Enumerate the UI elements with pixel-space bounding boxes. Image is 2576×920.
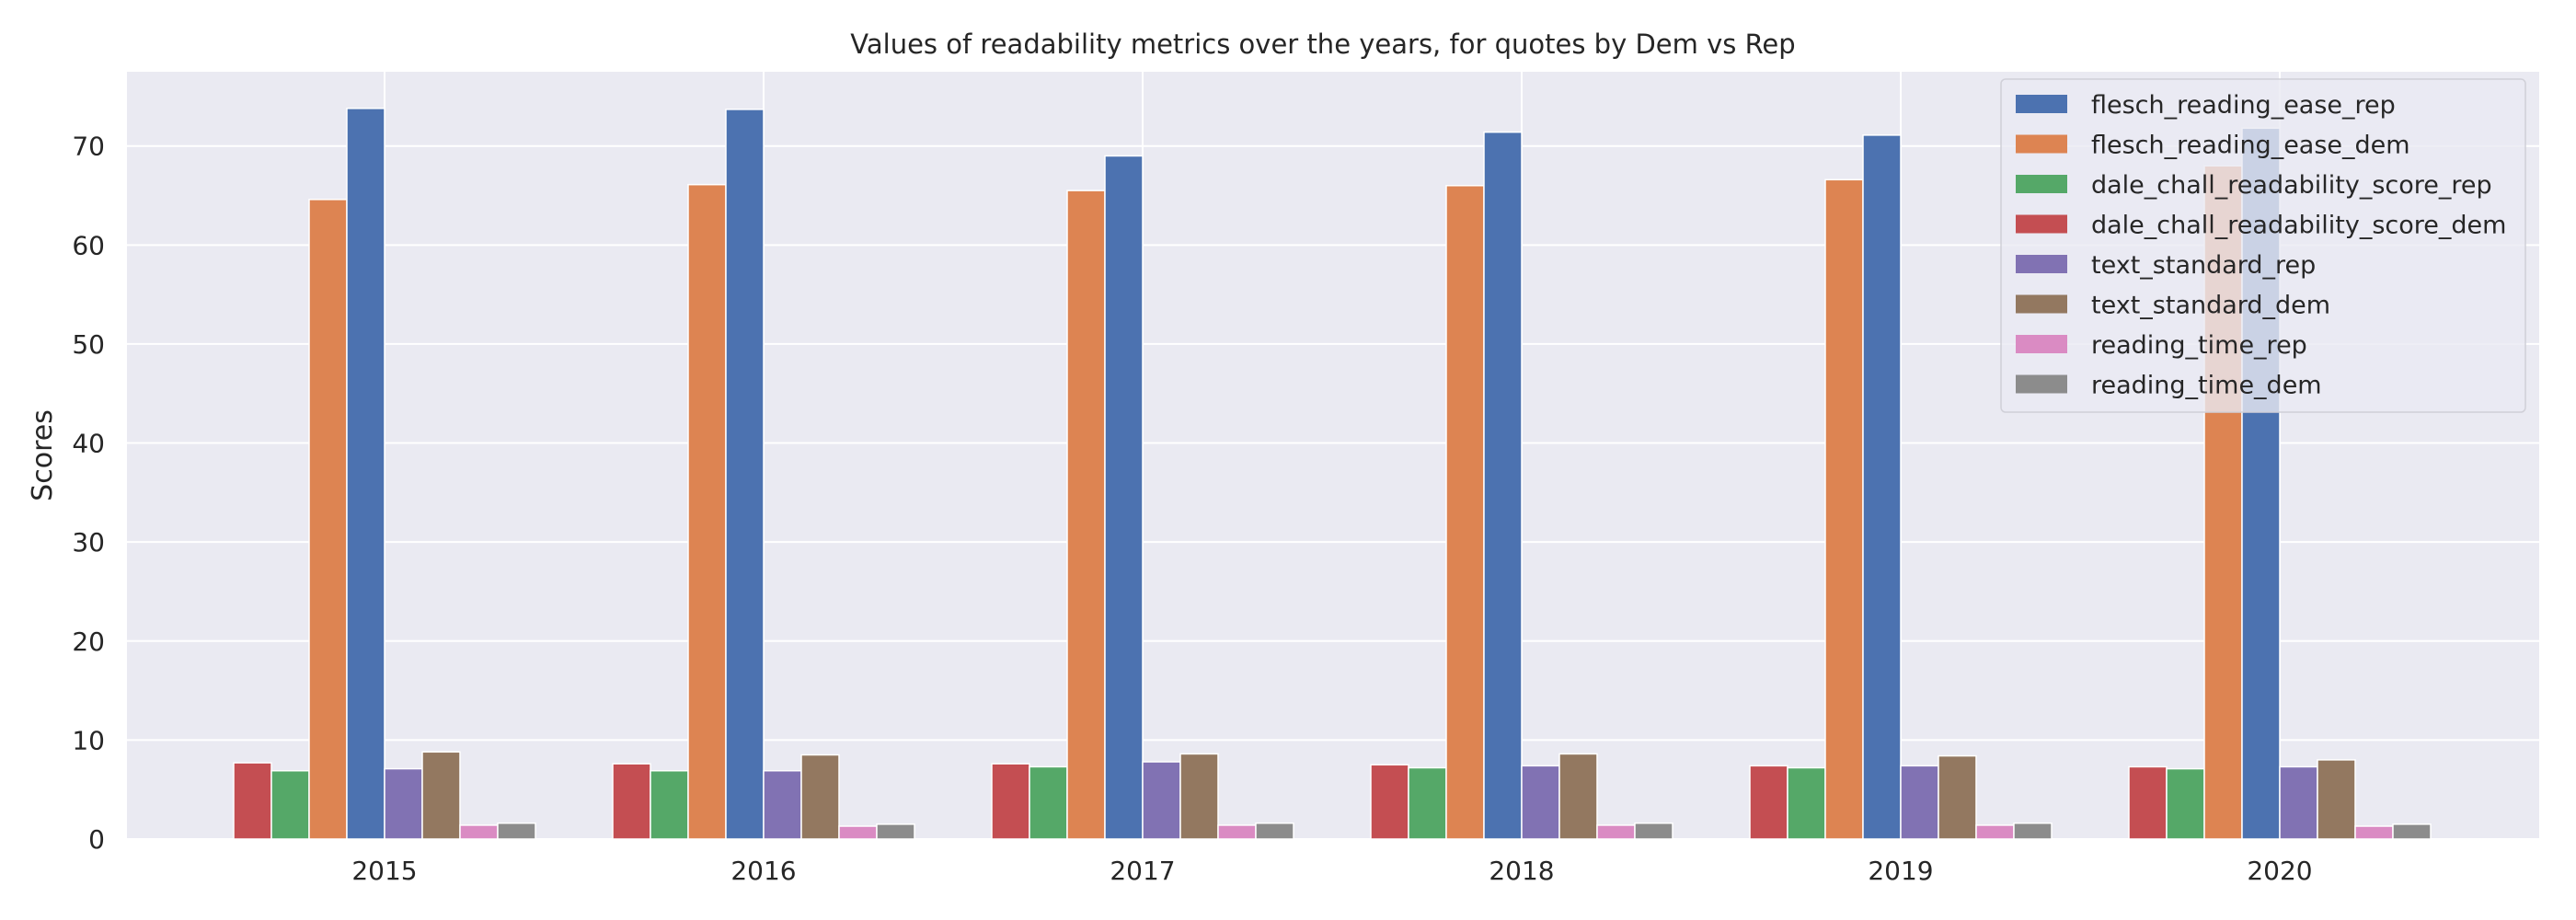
bar-text-standard-rep-2017 [1142, 761, 1181, 840]
bar-reading-time-dem-2020 [2392, 823, 2432, 840]
y-tick-label: 60 [72, 230, 105, 260]
legend-swatch-text-standard-dem [2016, 294, 2067, 314]
y-tick-label: 20 [72, 627, 105, 657]
bar-dale-chall-readability-score-dem-2017 [991, 763, 1030, 840]
bar-flesch-reading-ease-dem-2016 [687, 183, 727, 840]
bar-flesch-reading-ease-dem-2015 [308, 199, 348, 840]
legend-label-reading-time-rep: reading_time_rep [2091, 331, 2307, 360]
y-tick-label: 0 [88, 824, 105, 855]
legend-swatch-flesch-reading-ease-dem [2016, 134, 2067, 154]
bar-reading-time-dem-2018 [1634, 822, 1673, 840]
bar-dale-chall-readability-score-rep-2017 [1029, 765, 1068, 840]
x-tick-label: 2016 [730, 856, 796, 886]
x-tick-label: 2020 [2247, 856, 2312, 886]
bars [233, 108, 2432, 840]
bar-flesch-reading-ease-rep-2017 [1104, 155, 1144, 840]
bar-reading-time-rep-2017 [1217, 824, 1257, 840]
bar-flesch-reading-ease-rep-2019 [1862, 134, 1902, 840]
bar-dale-chall-readability-score-rep-2018 [1408, 766, 1447, 840]
bar-text-standard-dem-2015 [421, 751, 461, 840]
bar-dale-chall-readability-score-rep-2019 [1787, 766, 1826, 840]
y-axis-ticks: 0 10 20 30 40 50 60 70 [72, 132, 105, 855]
legend-label-flesch-reading-ease-dem: flesch_reading_ease_dem [2091, 132, 2410, 160]
bar-reading-time-rep-2015 [459, 824, 499, 840]
bar-reading-time-rep-2020 [2354, 825, 2394, 840]
legend-swatch-text-standard-rep [2016, 255, 2067, 273]
bar-reading-time-dem-2016 [876, 823, 915, 840]
legend-swatch-dale-chall-readability-score-rep [2016, 175, 2067, 193]
bar-reading-time-rep-2016 [838, 825, 878, 840]
y-tick-label: 70 [72, 132, 105, 162]
bar-dale-chall-readability-score-dem-2018 [1370, 764, 1409, 840]
bar-dale-chall-readability-score-rep-2016 [650, 769, 689, 840]
bar-flesch-reading-ease-dem-2017 [1066, 190, 1106, 840]
legend-swatch-flesch-reading-ease-rep [2016, 95, 2067, 113]
bar-text-standard-dem-2018 [1558, 753, 1598, 840]
bar-text-standard-dem-2020 [2317, 759, 2356, 840]
bar-flesch-reading-ease-rep-2016 [725, 109, 765, 840]
legend-box [2000, 78, 2526, 413]
legend-swatch-reading-time-dem [2016, 374, 2067, 394]
bar-flesch-reading-ease-rep-2018 [1483, 131, 1523, 840]
legend-label-flesch-reading-ease-rep: flesch_reading_ease_rep [2091, 91, 2396, 120]
bar-text-standard-rep-2016 [763, 769, 802, 840]
legend-label-dale-chall-readability-score-rep: dale_chall_readability_score_rep [2091, 171, 2492, 200]
legend-label-reading-time-dem: reading_time_dem [2091, 372, 2322, 400]
chart-title: Values of readability metrics over the y… [850, 29, 1795, 60]
legend-swatch-reading-time-rep [2016, 335, 2067, 353]
bar-dale-chall-readability-score-dem-2019 [1749, 765, 1788, 840]
bar-text-standard-rep-2015 [384, 767, 423, 840]
bar-dale-chall-readability-score-rep-2015 [270, 769, 310, 840]
bar-dale-chall-readability-score-dem-2020 [2128, 765, 2168, 840]
bar-dale-chall-readability-score-rep-2020 [2166, 767, 2205, 840]
x-tick-label: 2015 [351, 856, 417, 886]
bar-flesch-reading-ease-rep-2015 [346, 108, 385, 840]
y-axis-label: Scores [27, 409, 59, 501]
y-tick-label: 50 [72, 329, 105, 360]
bar-reading-time-rep-2019 [1975, 824, 2015, 840]
legend-label-text-standard-dem: text_standard_dem [2091, 292, 2330, 320]
legend-swatch-dale-chall-readability-score-dem [2016, 214, 2067, 234]
x-axis-ticks: 2015 2016 2017 2018 2019 2020 [351, 856, 2312, 886]
bar-text-standard-rep-2020 [2279, 765, 2318, 840]
x-tick-label: 2018 [1489, 856, 1554, 886]
bar-dale-chall-readability-score-dem-2016 [612, 763, 651, 840]
bar-reading-time-rep-2018 [1596, 824, 1636, 840]
bar-reading-time-dem-2019 [2013, 822, 2053, 840]
y-tick-label: 30 [72, 527, 105, 558]
bar-text-standard-dem-2017 [1179, 753, 1219, 840]
bar-text-standard-rep-2018 [1521, 765, 1560, 840]
legend: flesch_reading_ease_rep flesch_reading_ea… [2000, 78, 2526, 413]
x-tick-label: 2017 [1110, 856, 1175, 886]
legend-label-dale-chall-readability-score-dem: dale_chall_readability_score_dem [2091, 212, 2506, 240]
y-tick-label: 10 [72, 725, 105, 755]
bar-flesch-reading-ease-dem-2019 [1824, 178, 1864, 840]
bar-text-standard-rep-2019 [1900, 765, 1939, 840]
bar-reading-time-dem-2017 [1255, 822, 1294, 840]
y-tick-label: 40 [72, 429, 105, 459]
bar-reading-time-dem-2015 [497, 822, 536, 840]
bar-text-standard-dem-2019 [1938, 754, 1977, 840]
bar-flesch-reading-ease-dem-2018 [1445, 185, 1485, 840]
legend-label-text-standard-rep: text_standard_rep [2091, 251, 2316, 280]
x-tick-label: 2019 [1868, 856, 1933, 886]
bar-text-standard-dem-2016 [800, 753, 840, 840]
bar-dale-chall-readability-score-dem-2015 [233, 762, 272, 840]
